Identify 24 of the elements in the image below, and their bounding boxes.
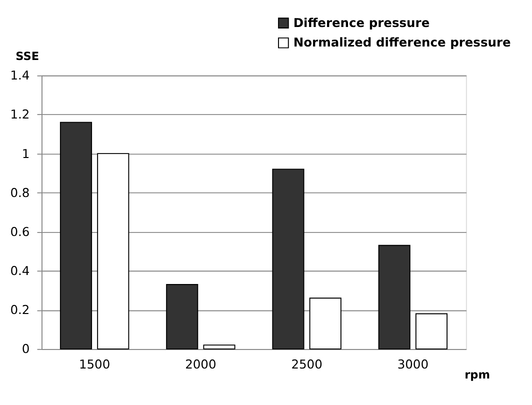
y-tick-label: 1.2 xyxy=(10,108,30,122)
y-axis-title: SSE xyxy=(16,50,40,63)
x-tick-label: 2500 xyxy=(291,357,322,372)
y-tick-label: 0 xyxy=(22,342,30,356)
bar xyxy=(60,122,92,350)
x-tick-label: 2000 xyxy=(185,357,216,372)
bar xyxy=(309,298,342,350)
legend-label: Normalized difference pressure xyxy=(293,36,511,50)
y-tick-label: 0.6 xyxy=(10,224,30,239)
bar xyxy=(272,168,304,350)
y-tick-label: 1 xyxy=(22,146,30,161)
y-tick-label: 0.2 xyxy=(10,303,30,318)
bar xyxy=(97,153,130,350)
bar xyxy=(415,313,448,350)
y-tick-label: 1.4 xyxy=(10,68,30,83)
x-axis-title: rpm xyxy=(464,368,490,382)
y-tick-label: 0.4 xyxy=(10,264,30,278)
x-tick-label: 3000 xyxy=(397,357,429,372)
legend-label: Difference pressure xyxy=(293,16,430,30)
bar xyxy=(203,344,236,350)
bar xyxy=(166,284,198,350)
x-tick-label: 1500 xyxy=(78,357,110,372)
y-tick-label: 0.8 xyxy=(10,186,30,200)
bar xyxy=(378,244,410,350)
